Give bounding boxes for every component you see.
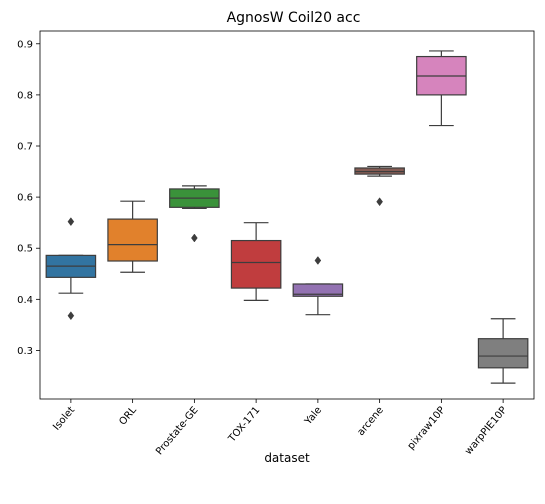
y-tick-label: 0.9 bbox=[17, 39, 33, 50]
plot-frame bbox=[39, 30, 535, 400]
x-tick-label: Prostate-GE bbox=[154, 405, 201, 457]
y-tick-label: 0.5 bbox=[17, 244, 33, 255]
x-tick-label: Isolet bbox=[51, 405, 77, 433]
x-tick-label: TOX-171 bbox=[226, 405, 262, 445]
x-axis: Isolet ORL Prostate-GE TOX-171 Yale arcene pix… bbox=[51, 399, 509, 457]
outlier-point bbox=[376, 197, 383, 207]
y-tick-label: 0.4 bbox=[17, 295, 33, 306]
box-iqr bbox=[107, 218, 158, 262]
box-pixraw10P bbox=[416, 50, 467, 127]
box-Yale bbox=[292, 256, 344, 316]
x-tick-label: pixraw10P bbox=[406, 405, 448, 452]
box-iqr bbox=[230, 239, 282, 289]
boxes-layer bbox=[45, 50, 529, 384]
box-iqr bbox=[292, 283, 344, 297]
y-tick-label: 0.3 bbox=[17, 346, 33, 357]
box-warpPIE10P bbox=[477, 318, 529, 384]
box-Prostate-GE bbox=[169, 185, 220, 243]
y-tick-label: 0.8 bbox=[17, 90, 33, 101]
box-Isolet bbox=[45, 217, 97, 321]
y-tick-label: 0.6 bbox=[17, 193, 33, 204]
box-TOX-171 bbox=[230, 222, 282, 301]
outlier-point bbox=[67, 311, 75, 321]
box-iqr bbox=[477, 338, 529, 369]
y-axis: 0.3 0.4 0.5 0.6 0.7 0.8 0.9 bbox=[17, 39, 40, 357]
y-tick-label: 0.7 bbox=[17, 142, 33, 153]
x-tick-label: Yale bbox=[302, 405, 324, 428]
outlier-point bbox=[191, 233, 198, 243]
x-tick-label: ORL bbox=[117, 405, 139, 428]
x-axis-label: dataset bbox=[264, 451, 310, 465]
outlier-point bbox=[67, 217, 75, 227]
x-tick-label: arcene bbox=[356, 405, 386, 438]
box-ORL bbox=[107, 200, 158, 273]
x-tick-label: warpPIE10P bbox=[463, 405, 509, 457]
outlier-point bbox=[314, 256, 322, 265]
chart-title: AgnosW Coil20 acc bbox=[227, 10, 361, 26]
box-arcene bbox=[354, 165, 405, 207]
